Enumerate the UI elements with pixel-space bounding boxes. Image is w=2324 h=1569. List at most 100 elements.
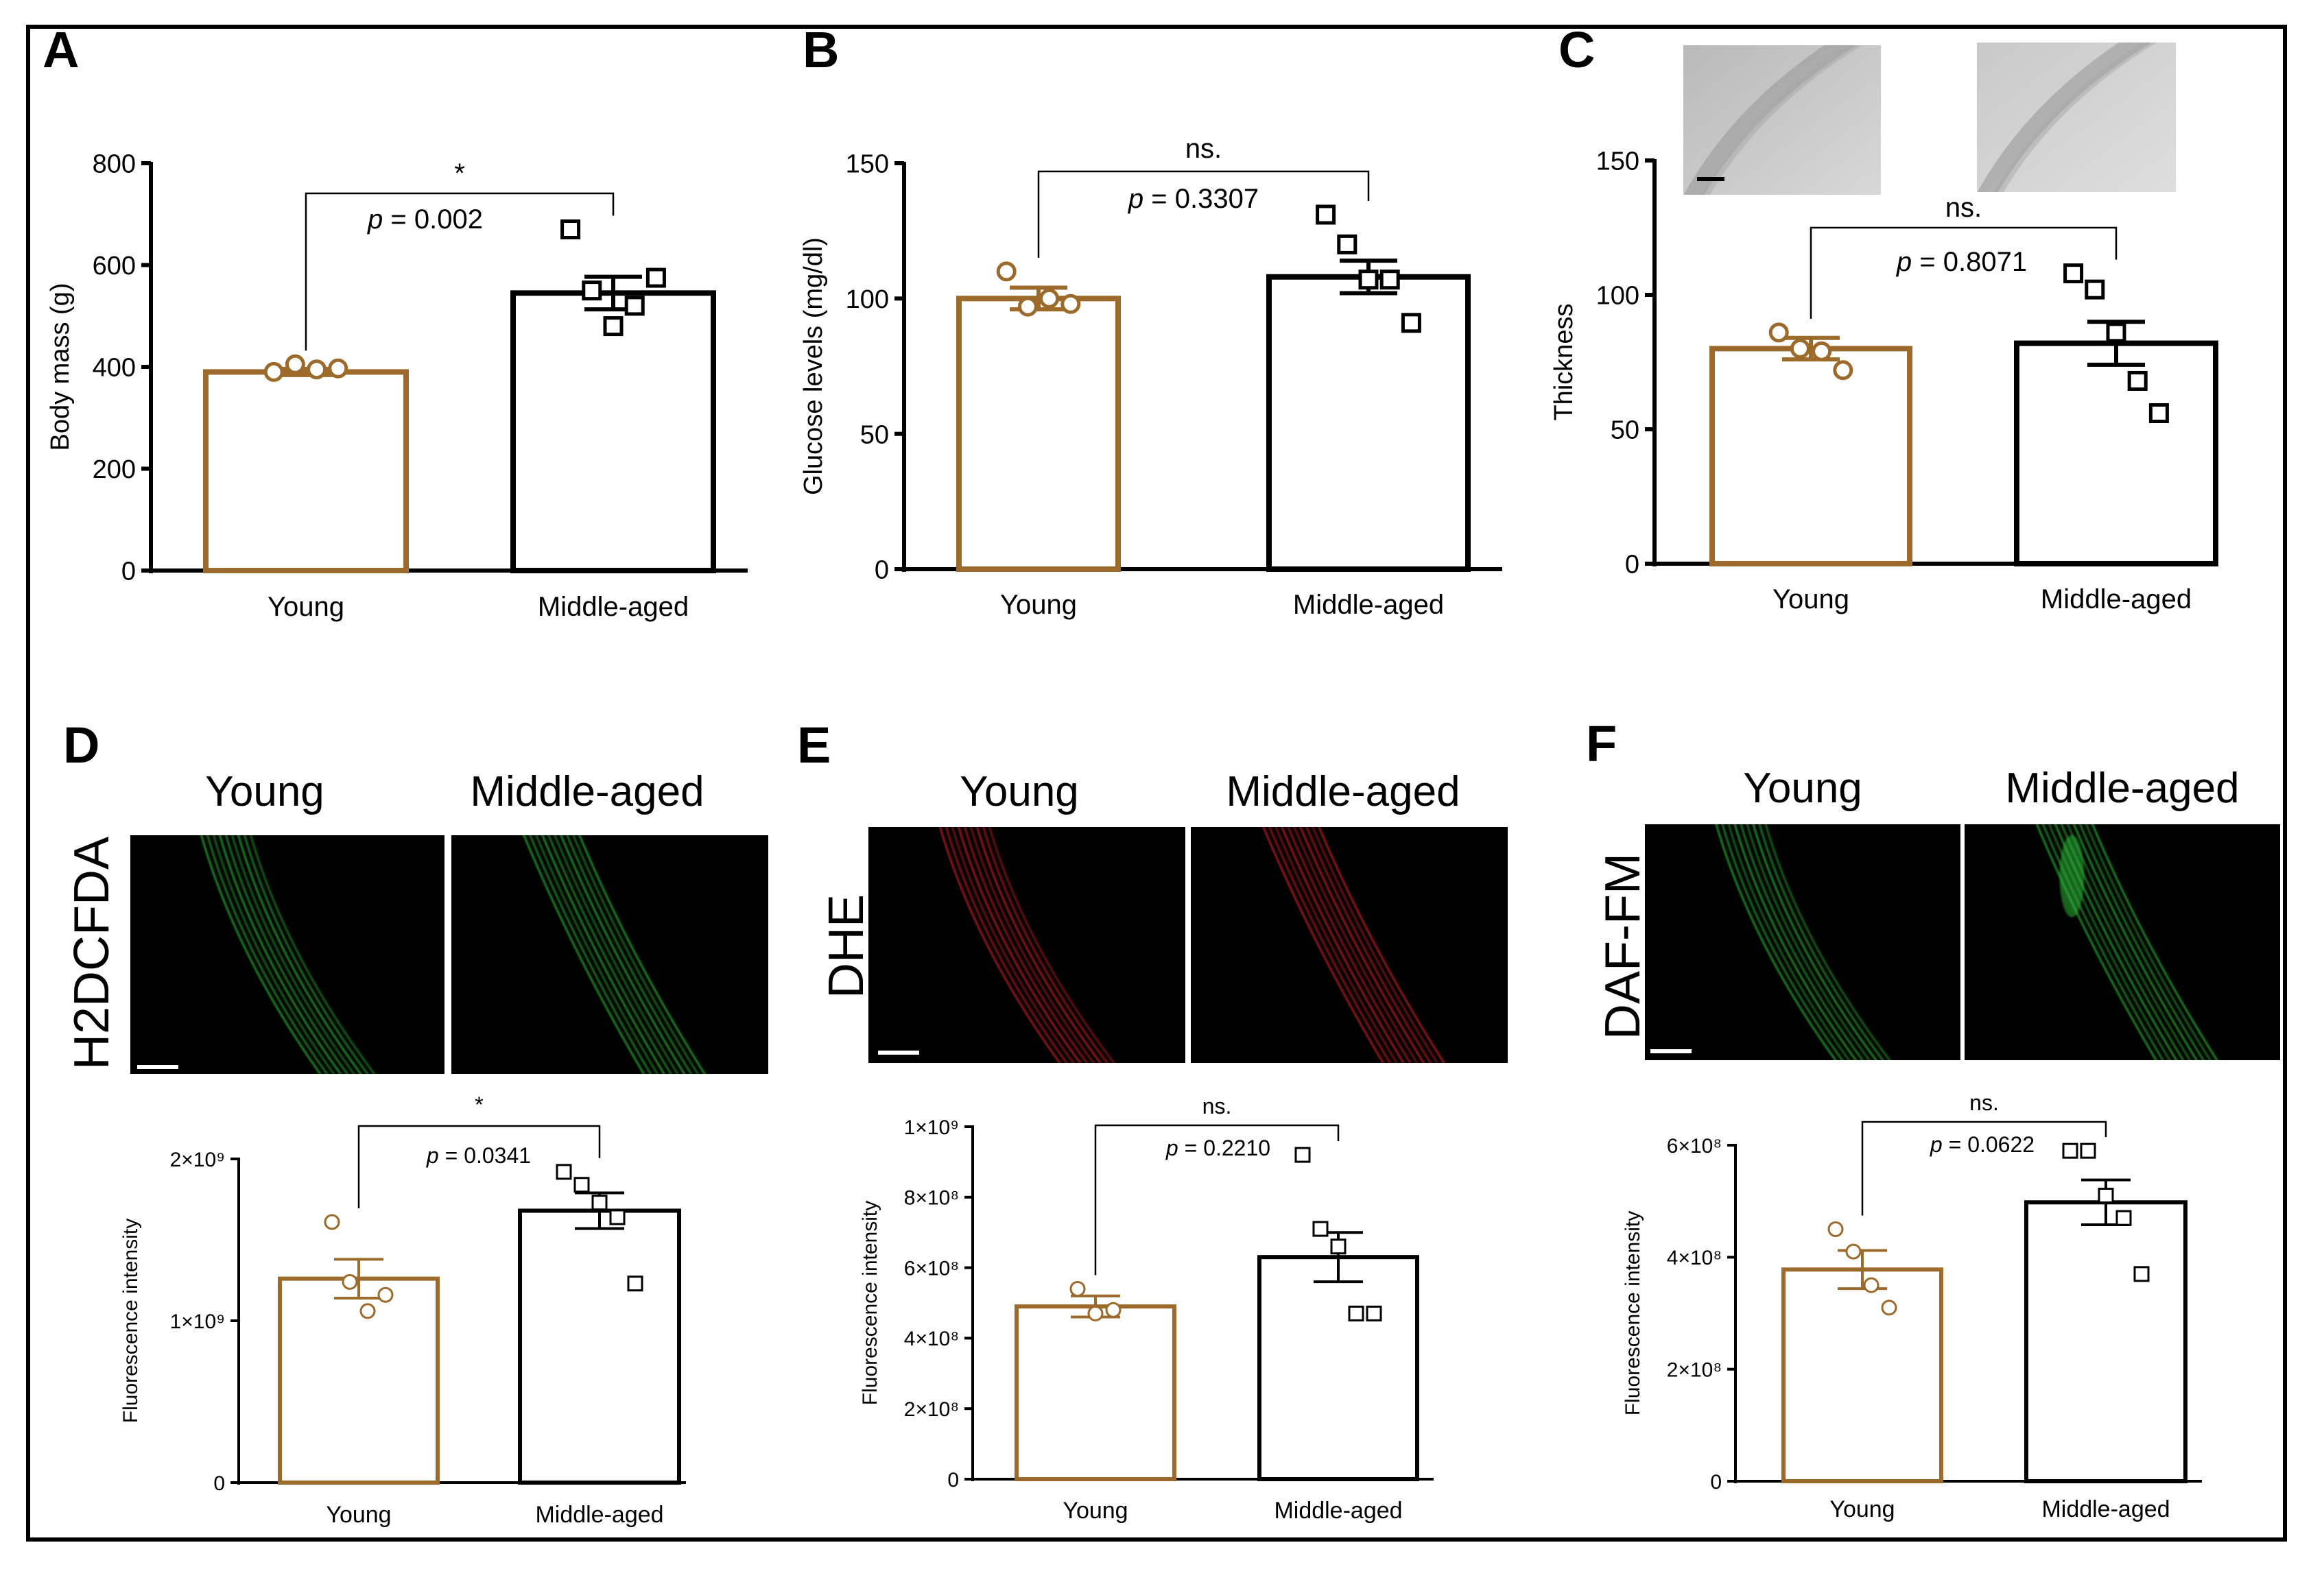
significance-bracket: [1094, 1124, 1340, 1275]
data-point-young: [1812, 341, 1832, 361]
data-point-young: [996, 261, 1017, 282]
significance-bracket: [1810, 226, 2118, 319]
thickness-micrographs: [1683, 43, 2176, 195]
bar-middle-aged: [2024, 1200, 2187, 1484]
data-point-middle-aged: [2106, 322, 2126, 343]
scale-bar: [137, 1065, 178, 1069]
y-tick-label: 8×10⁸: [904, 1187, 959, 1210]
panel-label: A: [43, 21, 79, 78]
x-category-label: Young: [1829, 1496, 1895, 1522]
thickness-image-young: [1683, 45, 1881, 195]
data-point-middle-aged: [1358, 270, 1379, 290]
data-point-middle-aged: [603, 316, 624, 337]
panel-label: D: [63, 717, 99, 774]
data-point-young: [263, 361, 284, 382]
data-point-middle-aged: [1401, 313, 1421, 333]
image-title-young: Young: [205, 768, 324, 815]
data-point-middle-aged: [2127, 370, 2148, 391]
data-point-middle-aged: [2115, 1210, 2132, 1226]
y-tick-label: 100: [846, 285, 889, 314]
data-point-middle-aged: [560, 219, 581, 240]
image-title-young: Young: [960, 768, 1079, 815]
significance-marker: ns.: [1945, 193, 1982, 223]
data-point-young: [1039, 288, 1060, 309]
p-value-label: p = 0.0622: [1930, 1132, 2035, 1157]
panel-label: B: [803, 21, 839, 78]
x-category-label: Middle-aged: [2041, 584, 2192, 614]
data-point-middle-aged: [1312, 1221, 1329, 1237]
bar-young: [1781, 1267, 1943, 1484]
x-category-label: Young: [326, 1502, 391, 1528]
significance-marker: *: [475, 1092, 483, 1117]
scale-bar: [1650, 1049, 1692, 1053]
data-point-middle-aged: [2148, 403, 2169, 423]
y-tick-label: 2×10⁹: [170, 1149, 225, 1171]
y-tick-label: 50: [1611, 416, 1639, 445]
image-title-middle-aged: Middle-aged: [1226, 768, 1460, 815]
data-point-young: [342, 1273, 358, 1290]
bar-middle-aged: [2014, 340, 2218, 566]
x-category-label: Middle-aged: [1293, 590, 1444, 620]
data-point-young: [1827, 1221, 1844, 1237]
data-point-middle-aged: [627, 1275, 643, 1292]
chart-F: F 0 2×10⁸ 4×10⁸ 6×10⁸ Fluorescence intensity Y…: [1586, 715, 2202, 1522]
data-point-young: [359, 1303, 376, 1319]
data-point-young: [1060, 294, 1081, 314]
y-axis-label: Fluorescence intensity: [119, 1219, 142, 1423]
data-point-young: [285, 354, 305, 374]
bar-young: [203, 369, 409, 573]
chart-A: A 0 200 400 600 800 Body mass (g) Young Middle-a…: [43, 21, 748, 622]
x-category-label: Young: [1063, 1498, 1128, 1524]
x-category-label: Young: [1000, 590, 1077, 620]
data-point-young: [1863, 1277, 1880, 1293]
data-point-middle-aged: [2062, 1142, 2078, 1159]
data-point-young: [1017, 296, 1038, 317]
y-tick-label: 0: [947, 1469, 959, 1492]
data-point-middle-aged: [2063, 263, 2084, 284]
data-point-young: [1087, 1305, 1104, 1321]
p-value-label: p = 0.8071: [1896, 247, 2027, 277]
panel-label: F: [1586, 715, 1617, 772]
data-point-middle-aged: [591, 1195, 608, 1211]
image-title-middle-aged: Middle-aged: [470, 768, 704, 815]
data-point-young: [1881, 1299, 1897, 1316]
y-axis-label: Thickness: [1550, 303, 1578, 420]
significance-bracket: [357, 1125, 601, 1209]
scale-bar: [1697, 177, 1724, 181]
data-point-middle-aged: [1366, 1305, 1382, 1321]
stain-label: DHE: [819, 894, 874, 998]
data-point-middle-aged: [556, 1164, 572, 1180]
y-tick-label: 150: [1596, 147, 1639, 176]
data-point-middle-aged: [1294, 1147, 1311, 1163]
significance-marker: ns.: [1969, 1090, 1999, 1115]
figure-frame: [26, 25, 2287, 1542]
data-point-middle-aged: [2133, 1266, 2150, 1282]
data-point-middle-aged: [2098, 1188, 2114, 1203]
micrograph-f-middle-aged: [1965, 824, 2280, 1060]
x-category-label: Middle-aged: [1274, 1498, 1402, 1524]
data-point-middle-aged: [2080, 1142, 2096, 1159]
micrograph-e-middle-aged: [1191, 827, 1508, 1063]
y-tick-label: 0: [875, 556, 889, 585]
chart-E: E 0 2×10⁸ 4×10⁸ 6×10⁸ 8×10⁸ 1×10⁹ Fluorescence …: [797, 717, 1434, 1524]
data-point-young: [328, 358, 348, 379]
data-point-middle-aged: [1316, 204, 1336, 225]
data-point-middle-aged: [624, 296, 645, 316]
micrograph-f-young: [1645, 824, 1960, 1060]
y-tick-label: 200: [93, 455, 136, 484]
bar-middle-aged: [518, 1208, 681, 1485]
y-tick-label: 1×10⁹: [170, 1310, 225, 1333]
p-value-label: p = 0.0341: [426, 1143, 531, 1168]
significance-marker: ns.: [1185, 134, 1222, 164]
micrograph-d-middle-aged: [451, 835, 768, 1074]
data-point-young: [1069, 1280, 1086, 1297]
y-tick-label: 2×10⁸: [904, 1398, 959, 1421]
y-tick-label: 4×10⁸: [904, 1328, 959, 1350]
data-point-middle-aged: [582, 280, 602, 301]
data-point-young: [1833, 360, 1853, 381]
y-tick-label: 400: [93, 354, 136, 383]
y-tick-label: 0: [1710, 1471, 1722, 1494]
data-point-middle-aged: [645, 267, 666, 288]
y-tick-label: 1×10⁹: [904, 1116, 959, 1139]
